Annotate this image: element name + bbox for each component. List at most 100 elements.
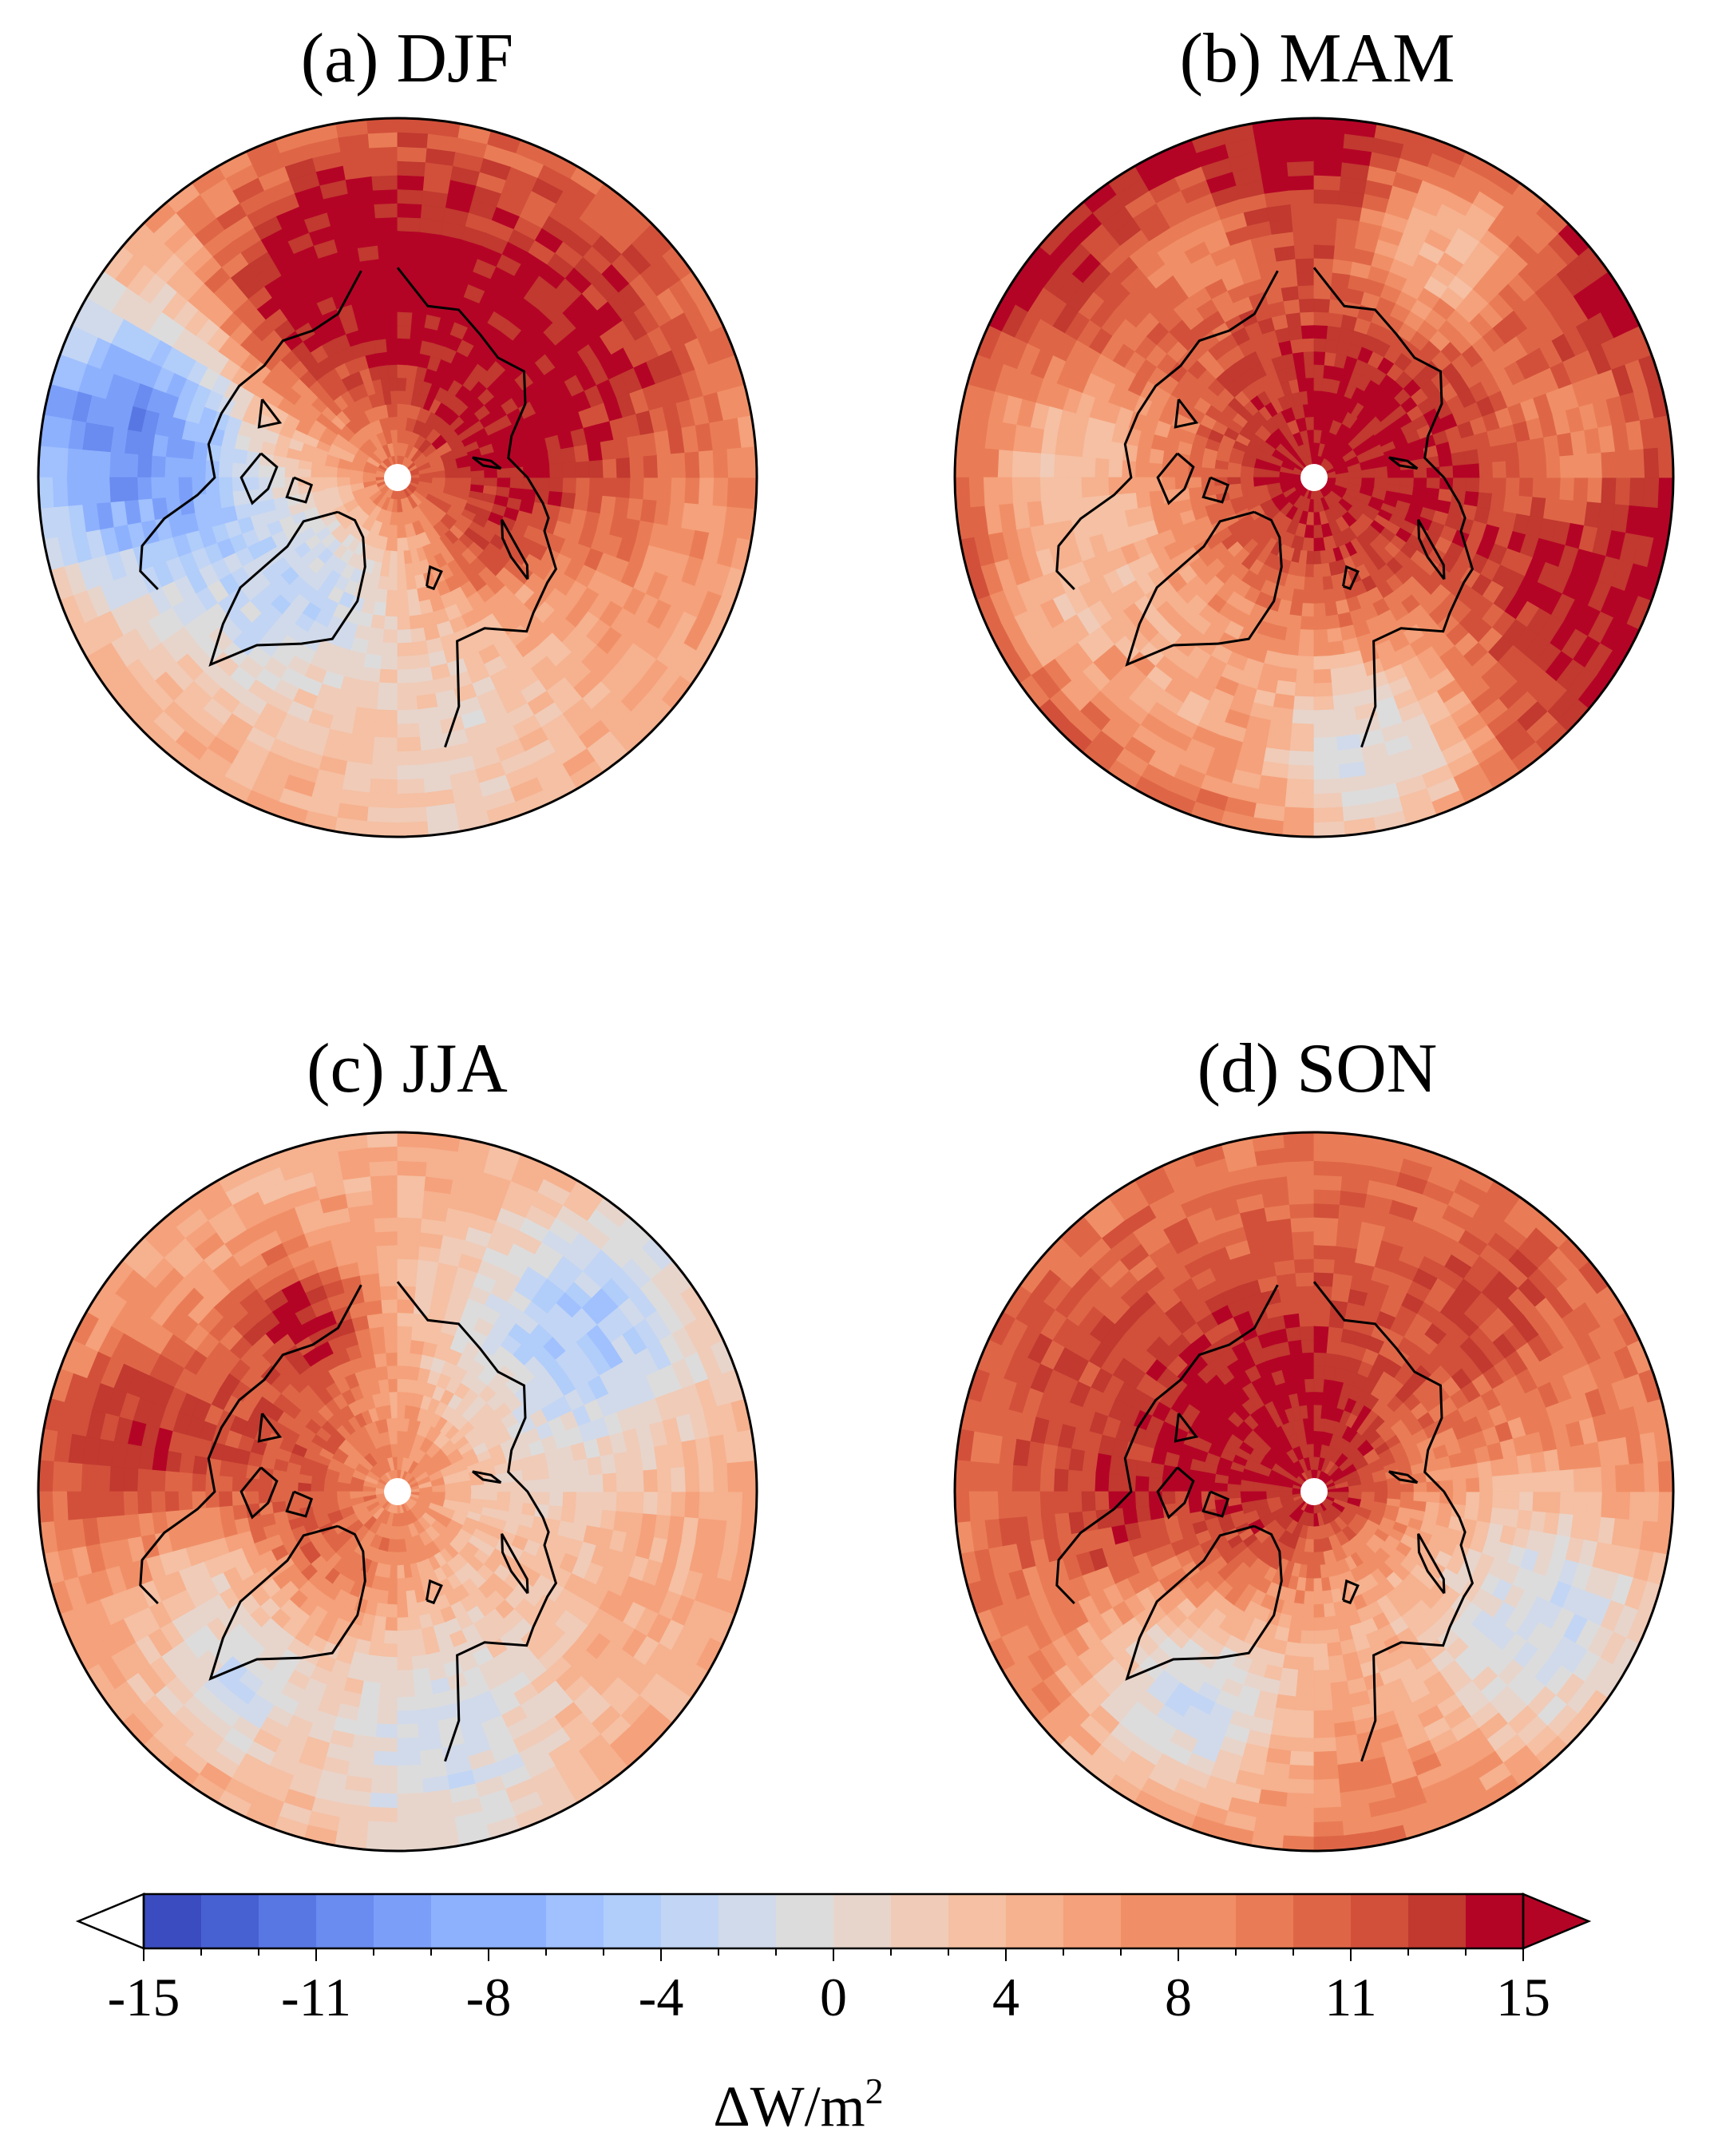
map-cell	[368, 1805, 398, 1823]
map-cell	[1288, 189, 1315, 205]
map-cell	[711, 448, 729, 478]
map-cell	[1304, 576, 1315, 591]
map-cell	[711, 1491, 729, 1521]
map-cell	[968, 446, 986, 478]
map-cell	[1313, 378, 1324, 392]
map-cell	[397, 1616, 410, 1631]
map-cell	[670, 452, 686, 478]
map-cell	[397, 1189, 425, 1206]
map-cell	[955, 446, 972, 478]
map-cell	[1108, 459, 1124, 478]
map-cell	[1313, 576, 1324, 591]
map-cell	[414, 666, 434, 683]
map-cell	[1026, 477, 1042, 503]
map-cell	[372, 750, 398, 766]
map-cell	[380, 1299, 398, 1314]
map-cell	[546, 448, 563, 465]
map-cell	[373, 1750, 398, 1766]
map-cell	[642, 1491, 658, 1515]
map-cell	[572, 443, 589, 462]
map-cell	[740, 1491, 757, 1524]
map-cell	[397, 791, 427, 809]
map-cell	[363, 1300, 382, 1317]
map-cell	[1287, 175, 1315, 192]
map-cell	[375, 708, 398, 724]
map-cell	[397, 1312, 414, 1328]
map-cell	[397, 1160, 427, 1178]
map-cell	[601, 477, 617, 497]
map-cell	[535, 477, 550, 492]
map-cell	[698, 1491, 715, 1520]
map-cell	[1515, 438, 1533, 461]
map-cell	[1515, 494, 1533, 517]
map-cell	[575, 477, 590, 495]
map-cell	[378, 1695, 398, 1711]
map-cell	[375, 1602, 389, 1618]
map-cell	[1306, 550, 1315, 565]
map-cell	[285, 1472, 300, 1484]
map-cell	[1329, 652, 1348, 669]
map-cell	[588, 477, 604, 496]
map-cell	[1296, 668, 1315, 684]
map-cell	[382, 1326, 398, 1341]
map-cell	[983, 448, 1000, 478]
map-border	[37, 117, 758, 838]
map-cell	[1301, 338, 1315, 353]
map-cell	[711, 477, 729, 507]
map-cell	[1478, 477, 1494, 493]
map-cell	[397, 1643, 413, 1658]
map-cell	[397, 351, 410, 367]
map-cell	[397, 1629, 412, 1644]
map-cell	[397, 311, 413, 327]
map-cell	[1313, 311, 1329, 327]
map-cell	[284, 467, 299, 478]
coastline	[1388, 456, 1419, 470]
map-cell	[366, 1820, 398, 1837]
map-cell	[411, 640, 430, 656]
map-cell	[655, 477, 672, 502]
map-cell	[397, 1669, 415, 1684]
map-cell	[382, 1643, 398, 1658]
map-cell	[109, 1491, 125, 1517]
map-cell	[1313, 161, 1342, 177]
map-cell	[655, 1491, 672, 1516]
map-cell	[379, 1682, 398, 1698]
map-cell	[385, 1352, 398, 1367]
map-cell	[368, 146, 398, 164]
map-cell	[380, 655, 398, 670]
map-cell	[413, 1667, 432, 1683]
map-cell	[397, 722, 421, 738]
map-cell	[601, 1491, 617, 1512]
map-cell	[1304, 524, 1315, 539]
map-cell	[1642, 446, 1660, 478]
map-cell	[548, 1476, 564, 1492]
map-cell	[1437, 488, 1453, 502]
coastline	[1417, 519, 1446, 581]
map-cell	[95, 477, 112, 505]
map-cell	[642, 477, 658, 501]
map-cell	[1296, 271, 1315, 287]
map-cell	[374, 722, 398, 738]
map-cell	[397, 1217, 422, 1234]
map-cell	[375, 588, 389, 604]
map-cell	[397, 189, 423, 205]
map-cell	[588, 1491, 604, 1510]
map-cell	[366, 132, 398, 149]
map-cell	[397, 628, 413, 644]
map-cell	[1039, 477, 1056, 502]
map-cell	[586, 1455, 603, 1476]
map-cell	[52, 446, 69, 478]
map-cell	[1135, 491, 1152, 509]
map-cell	[397, 1736, 421, 1752]
map-cell	[219, 1460, 236, 1478]
map-cell	[1109, 441, 1126, 462]
map-cell	[548, 477, 564, 493]
map-cell	[1302, 537, 1315, 552]
coastline	[1174, 398, 1199, 429]
map-cell	[372, 1764, 398, 1780]
map-cell	[123, 453, 140, 478]
map-cell	[1054, 454, 1070, 478]
map-cell	[1298, 641, 1315, 657]
coastlines	[1055, 267, 1475, 748]
map-cell	[1286, 778, 1315, 795]
